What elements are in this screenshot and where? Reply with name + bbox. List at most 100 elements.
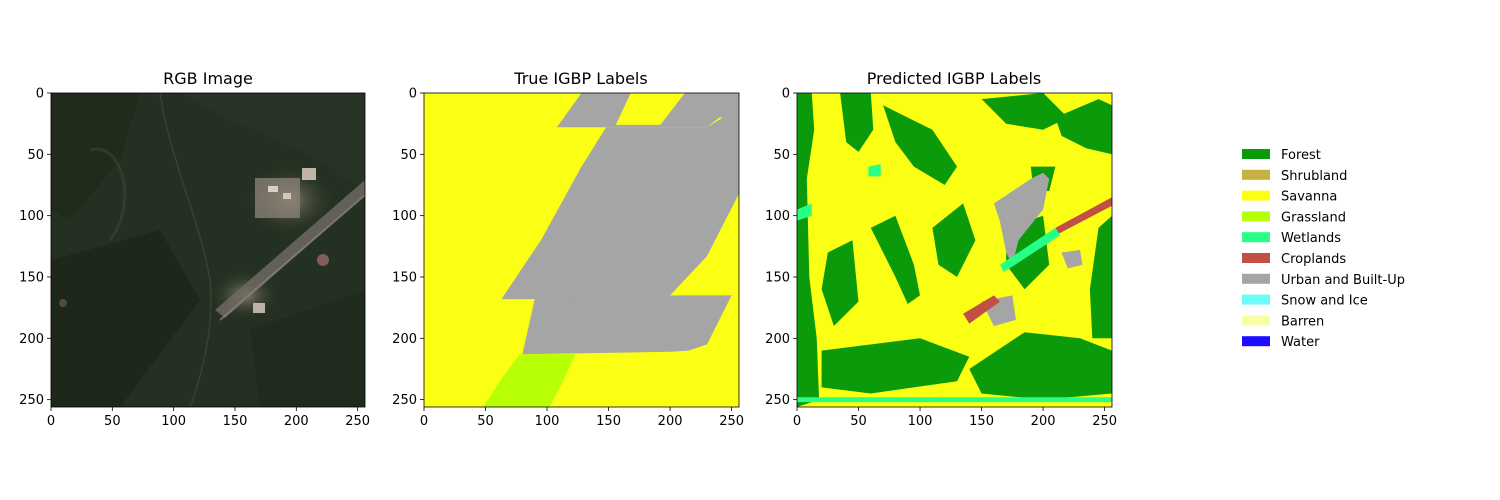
true-xtick-label: 0 xyxy=(420,414,428,429)
predicted-labels-title: Predicted IGBP Labels xyxy=(867,69,1042,88)
legend-swatch-croplands xyxy=(1242,253,1270,263)
predicted-region-forest-1 xyxy=(840,93,874,152)
rgb-ytick-label: 150 xyxy=(19,270,44,285)
rgb-axes-frame xyxy=(50,92,366,408)
rgb-title: RGB Image xyxy=(163,69,253,88)
rgb-xtick-label: 200 xyxy=(284,414,309,429)
rgb-satellite-image xyxy=(51,93,365,407)
predicted-labels-map xyxy=(797,93,1112,407)
predicted-region-croplands-17 xyxy=(963,295,1000,324)
predicted-region-forest-5 xyxy=(870,215,920,304)
true-region-urban-and-built-up-0 xyxy=(556,93,631,128)
rgb-y-axis: 0 50 100 150 200 250 xyxy=(19,87,51,408)
rgb-ytick-label: 200 xyxy=(19,332,44,347)
true-ytick-label: 0 xyxy=(409,87,417,102)
legend-label: Shrubland xyxy=(1281,169,1347,184)
true-labels-map xyxy=(424,93,739,407)
predicted-y-axis: 0 50 100 150 200 250 xyxy=(765,87,797,408)
legend-label: Snow and Ice xyxy=(1281,294,1368,309)
true-ytick-label: 250 xyxy=(392,393,417,408)
true-xtick-label: 200 xyxy=(658,414,683,429)
predicted-x-axis: 0 50 100 150 200 250 xyxy=(793,407,1117,429)
legend-swatch-snow-and-ice xyxy=(1242,294,1270,305)
legend: Forest Shrubland Savanna Grassland Wetlands C… xyxy=(1242,148,1405,350)
true-ytick-label: 100 xyxy=(392,209,417,224)
legend-swatch-grassland xyxy=(1242,211,1270,222)
predicted-axes-frame xyxy=(796,92,1113,408)
legend-label: Wetlands xyxy=(1281,231,1341,246)
true-y-axis: 0 50 100 150 200 250 xyxy=(392,87,424,408)
rgb-xtick-label: 150 xyxy=(223,414,248,429)
predicted-region-urban-and-built-up-14 xyxy=(1061,250,1083,269)
legend-label: Urban and Built-Up xyxy=(1281,273,1405,288)
predicted-region-forest-3 xyxy=(981,93,1068,130)
predicted-labels-panel: Predicted IGBP Labels 0 50 100 150 200 250 0 5… xyxy=(765,69,1117,429)
true-labels-panel: True IGBP Labels 0 50 100 150 200 250 0 50 100 1… xyxy=(392,69,744,429)
predicted-region-wetlands-20 xyxy=(797,397,1112,403)
predicted-xtick-label: 150 xyxy=(969,414,994,429)
predicted-region-forest-2 xyxy=(883,105,957,185)
rgb-xtick-label: 100 xyxy=(161,414,186,429)
legend-label: Croplands xyxy=(1281,252,1346,267)
true-xtick-label: 250 xyxy=(719,414,744,429)
predicted-ytick-label: 250 xyxy=(765,393,790,408)
legend-swatch-shrubland xyxy=(1242,169,1270,180)
predicted-ytick-label: 150 xyxy=(765,270,790,285)
predicted-ytick-label: 100 xyxy=(765,209,790,224)
true-ytick-label: 50 xyxy=(400,148,417,163)
legend-label: Savanna xyxy=(1281,190,1337,205)
legend-label: Water xyxy=(1281,335,1320,350)
legend-swatch-forest xyxy=(1242,149,1270,159)
rgb-xtick-label: 250 xyxy=(345,414,370,429)
legend-swatch-wetlands xyxy=(1242,232,1270,243)
predicted-xtick-label: 50 xyxy=(850,414,867,429)
predicted-region-forest-9 xyxy=(1089,215,1112,339)
predicted-region-forest-6 xyxy=(821,240,859,326)
predicted-region-croplands-16 xyxy=(1055,197,1112,235)
predicted-xtick-label: 250 xyxy=(1092,414,1117,429)
rgb-x-axis: 0 50 100 150 200 250 xyxy=(47,407,370,429)
true-region-grassland-4 xyxy=(483,354,576,407)
predicted-xtick-label: 0 xyxy=(793,414,801,429)
true-region-urban-and-built-up-3 xyxy=(522,295,732,355)
true-axes-frame xyxy=(423,92,740,408)
predicted-xtick-label: 100 xyxy=(908,414,933,429)
rgb-panel: RGB Image 0 50 100 150 200 250 0 50 100 150 200 25… xyxy=(19,69,370,429)
true-region-urban-and-built-up-2 xyxy=(501,107,739,300)
legend-swatch-barren xyxy=(1242,315,1270,326)
predicted-region-wetlands-18 xyxy=(1000,227,1061,273)
true-xtick-label: 100 xyxy=(535,414,560,429)
legend-swatch-urban-and-built-up xyxy=(1242,273,1270,284)
predicted-region-forest-10 xyxy=(821,338,970,394)
legend-label: Forest xyxy=(1281,148,1321,163)
predicted-xtick-label: 200 xyxy=(1031,414,1056,429)
predicted-ytick-label: 0 xyxy=(782,87,790,102)
rgb-ytick-label: 0 xyxy=(36,87,44,102)
true-x-axis: 0 50 100 150 200 250 xyxy=(420,407,744,429)
predicted-region-urban-and-built-up-13 xyxy=(993,172,1050,265)
rgb-ytick-label: 250 xyxy=(19,393,44,408)
true-ytick-label: 150 xyxy=(392,270,417,285)
rgb-ytick-label: 50 xyxy=(27,148,44,163)
true-region-urban-and-built-up-1 xyxy=(611,93,739,128)
true-xtick-label: 150 xyxy=(596,414,621,429)
predicted-ytick-label: 200 xyxy=(765,332,790,347)
true-labels-title: True IGBP Labels xyxy=(513,69,647,88)
predicted-region-forest-4 xyxy=(1055,99,1112,155)
legend-label: Grassland xyxy=(1281,210,1346,225)
predicted-region-wetlands-19 xyxy=(868,164,881,177)
legend-label: Barren xyxy=(1281,314,1324,329)
predicted-ytick-label: 50 xyxy=(773,148,790,163)
legend-swatch-water xyxy=(1242,336,1270,347)
true-xtick-label: 50 xyxy=(477,414,494,429)
legend-swatch-savanna xyxy=(1242,190,1270,201)
true-ytick-label: 200 xyxy=(392,332,417,347)
predicted-region-forest-11 xyxy=(969,332,1112,400)
predicted-region-wetlands-21 xyxy=(797,203,812,221)
rgb-xtick-label: 50 xyxy=(104,414,121,429)
predicted-region-forest-0 xyxy=(797,93,820,407)
rgb-xtick-label: 0 xyxy=(47,414,55,429)
predicted-region-forest-7 xyxy=(932,203,976,277)
rgb-ytick-label: 100 xyxy=(19,209,44,224)
